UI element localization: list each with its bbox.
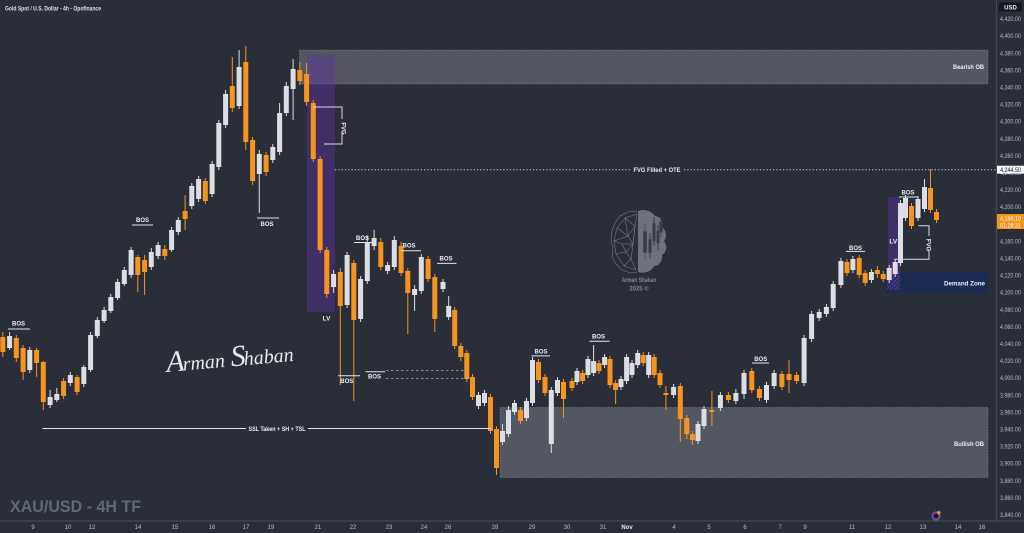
svg-text:13: 13 (920, 525, 927, 531)
svg-text:19: 19 (268, 525, 275, 531)
svg-text:16: 16 (979, 525, 986, 531)
svg-text:4,160.00: 4,160.00 (1000, 239, 1021, 245)
svg-text:17: 17 (243, 525, 250, 531)
svg-text:4,100.00: 4,100.00 (1000, 291, 1021, 297)
svg-text:SSL Taken + SH + TSL: SSL Taken + SH + TSL (249, 426, 306, 433)
svg-text:BOS: BOS (356, 236, 369, 242)
svg-text:2025 ®: 2025 ® (630, 286, 650, 293)
svg-text:Demand Zone: Demand Zone (944, 281, 986, 288)
svg-text:XAU/USD - 4H TF: XAU/USD - 4H TF (10, 497, 141, 516)
svg-text:11: 11 (849, 525, 856, 531)
svg-text:23: 23 (386, 525, 393, 531)
svg-text:30: 30 (564, 525, 571, 531)
svg-text:BOS: BOS (136, 218, 149, 224)
svg-text:4,220.00: 4,220.00 (1000, 188, 1021, 194)
svg-text:4,360.00: 4,360.00 (1000, 68, 1021, 74)
svg-text:BOS: BOS (12, 322, 25, 328)
svg-text:FVG: FVG (340, 122, 346, 135)
svg-text:4,188.10: 4,188.10 (1000, 217, 1021, 223)
svg-text:16: 16 (209, 525, 216, 531)
svg-text:BOS: BOS (340, 379, 353, 385)
svg-text:3,960.00: 3,960.00 (1000, 410, 1021, 416)
svg-text:7: 7 (778, 525, 782, 531)
svg-text:4,380.00: 4,380.00 (1000, 51, 1021, 57)
svg-text:4,060.00: 4,060.00 (1000, 325, 1021, 331)
svg-text:4: 4 (672, 525, 676, 531)
svg-text:4,120.00: 4,120.00 (1000, 274, 1021, 280)
svg-text:29: 29 (529, 525, 536, 531)
svg-text:3,920.00: 3,920.00 (1000, 445, 1021, 451)
svg-text:4,420.00: 4,420.00 (1000, 17, 1021, 23)
svg-text:LV: LV (323, 316, 331, 323)
svg-text:9: 9 (803, 525, 807, 531)
svg-text:3,860.00: 3,860.00 (1000, 496, 1021, 502)
svg-text:3,980.00: 3,980.00 (1000, 393, 1021, 399)
svg-text:4,140.00: 4,140.00 (1000, 257, 1021, 263)
svg-text:22: 22 (350, 525, 357, 531)
svg-text:Bearish OB: Bearish OB (953, 64, 984, 71)
svg-text:Arman Shaban: Arman Shaban (622, 278, 657, 284)
svg-text:Bullish OB: Bullish OB (954, 441, 984, 448)
svg-text:14: 14 (135, 525, 142, 531)
svg-text:4,320.00: 4,320.00 (1000, 103, 1021, 109)
svg-text:12: 12 (885, 525, 892, 531)
svg-text:6: 6 (743, 525, 747, 531)
svg-text:24: 24 (421, 525, 428, 531)
svg-text:BOS: BOS (534, 350, 547, 356)
svg-text:4,260.00: 4,260.00 (1000, 154, 1021, 160)
svg-text:31: 31 (600, 525, 607, 531)
svg-text:10: 10 (65, 525, 72, 531)
svg-text:28: 28 (492, 525, 499, 531)
svg-text:4,080.00: 4,080.00 (1000, 308, 1021, 314)
svg-text:3,880.00: 3,880.00 (1000, 479, 1021, 485)
svg-text:4,400.00: 4,400.00 (1000, 34, 1021, 40)
svg-text:4,020.00: 4,020.00 (1000, 359, 1021, 365)
svg-text:4,200.00: 4,200.00 (1000, 205, 1021, 211)
svg-text:21: 21 (315, 525, 322, 531)
svg-text:LV: LV (889, 239, 897, 246)
svg-text:4,240.00: 4,240.00 (1000, 171, 1021, 177)
svg-text:4,000.00: 4,000.00 (1000, 376, 1021, 382)
svg-text:BOS: BOS (901, 191, 914, 197)
svg-text:3,900.00: 3,900.00 (1000, 462, 1021, 468)
svg-text:BOS: BOS (260, 222, 273, 228)
svg-text:BOS: BOS (754, 357, 767, 363)
svg-text:5: 5 (707, 525, 711, 531)
svg-text:4,244.50: 4,244.50 (1000, 168, 1021, 174)
svg-text:BOS: BOS (402, 244, 415, 250)
svg-text:3,840.00: 3,840.00 (1000, 513, 1021, 519)
svg-text:4,300.00: 4,300.00 (1000, 120, 1021, 126)
svg-text:BOS: BOS (439, 257, 452, 263)
svg-text:FVG: FVG (925, 239, 931, 252)
svg-text:BOS: BOS (592, 334, 605, 340)
svg-text:9: 9 (31, 525, 35, 531)
svg-text:Gold Spot / U.S. Dollar - 4h -: Gold Spot / U.S. Dollar - 4h - Opofinanc… (5, 6, 101, 13)
svg-text:26: 26 (445, 525, 452, 531)
svg-text:BOS: BOS (849, 246, 862, 252)
svg-text:12: 12 (89, 525, 96, 531)
svg-text:01:26:21: 01:26:21 (1000, 224, 1021, 230)
svg-text:14: 14 (955, 525, 962, 531)
svg-text:3,940.00: 3,940.00 (1000, 428, 1021, 434)
svg-text:Nov: Nov (621, 525, 633, 531)
svg-text:4,280.00: 4,280.00 (1000, 137, 1021, 143)
svg-text:USD: USD (1004, 6, 1017, 12)
svg-text:4,340.00: 4,340.00 (1000, 86, 1021, 92)
svg-text:15: 15 (172, 525, 179, 531)
svg-text:BOS: BOS (368, 375, 381, 381)
svg-text:4,040.00: 4,040.00 (1000, 342, 1021, 348)
svg-text:FVG Filled + OTE: FVG Filled + OTE (634, 167, 681, 174)
